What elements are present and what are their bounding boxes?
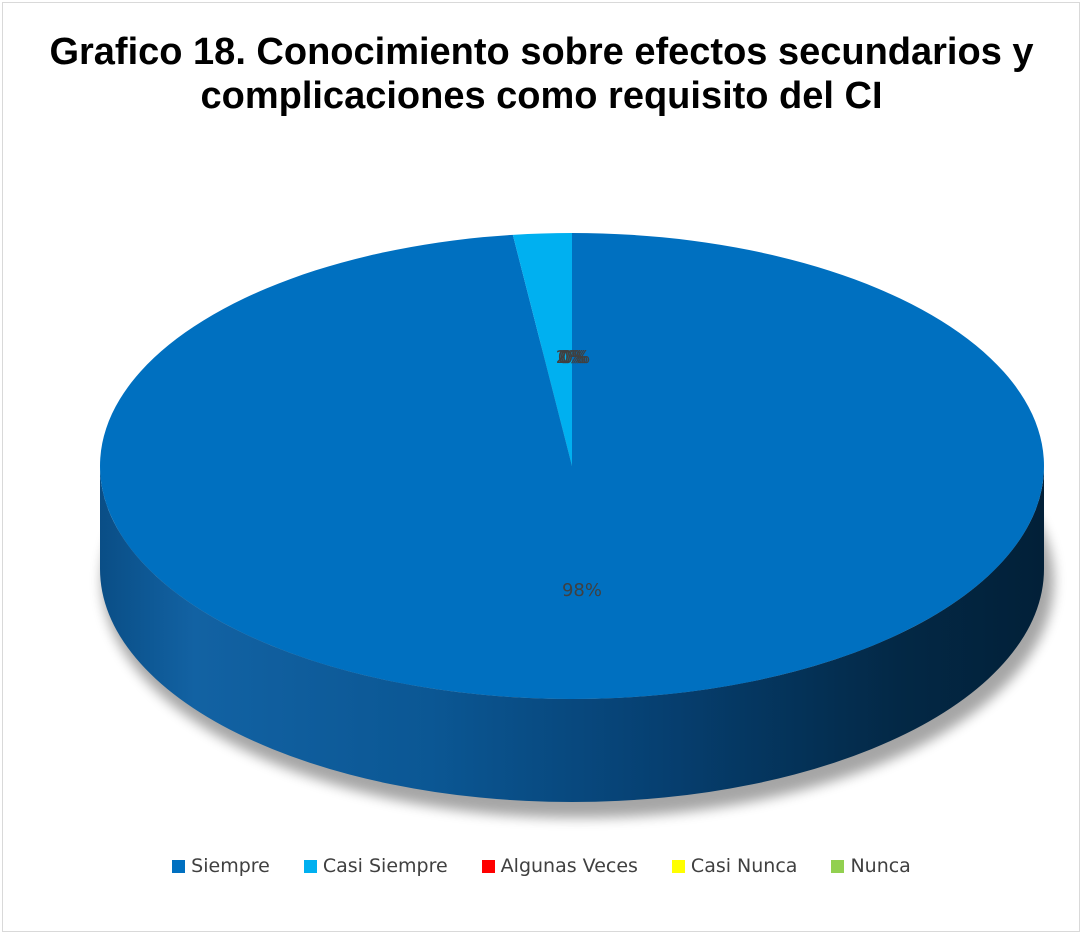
- pie-slice-casi-siempre: [512, 233, 572, 466]
- legend-item-nunca: Nunca: [831, 855, 911, 877]
- legend-item-casi-nunca: Casi Nunca: [671, 855, 798, 877]
- legend-swatch-algunas-veces: [481, 859, 495, 873]
- chart-legend: Siempre Casi Siempre Algunas Veces Casi Nun…: [0, 855, 1083, 877]
- legend-label-nunca: Nunca: [850, 855, 911, 877]
- legend-item-algunas-veces: Algunas Veces: [481, 855, 638, 877]
- legend-label-algunas-veces: Algunas Veces: [500, 855, 638, 877]
- data-label-nunca: 0%: [562, 347, 591, 368]
- legend-swatch-nunca: [831, 859, 845, 873]
- legend-swatch-siempre: [172, 859, 186, 873]
- chart-title: Grafico 18. Conocimiento sobre efectos s…: [49, 31, 1034, 117]
- legend-label-casi-nunca: Casi Nunca: [690, 855, 798, 877]
- legend-item-siempre: Siempre: [172, 855, 270, 877]
- data-label-casi-nunca: 0%: [560, 347, 589, 368]
- legend-item-casi-siempre: Casi Siempre: [303, 855, 448, 877]
- pie-slice-siempre: [100, 233, 1045, 699]
- data-label-algunas-veces: 0%: [558, 347, 587, 368]
- data-label-siempre: 98%: [562, 580, 602, 601]
- legend-swatch-casi-nunca: [671, 859, 685, 873]
- legend-swatch-casi-siempre: [303, 859, 317, 873]
- pie-side-wall: [100, 466, 1044, 802]
- legend-label-siempre: Siempre: [191, 855, 270, 877]
- legend-label-casi-siempre: Casi Siempre: [322, 855, 448, 877]
- data-label-casi-siempre: 2%: [556, 347, 585, 368]
